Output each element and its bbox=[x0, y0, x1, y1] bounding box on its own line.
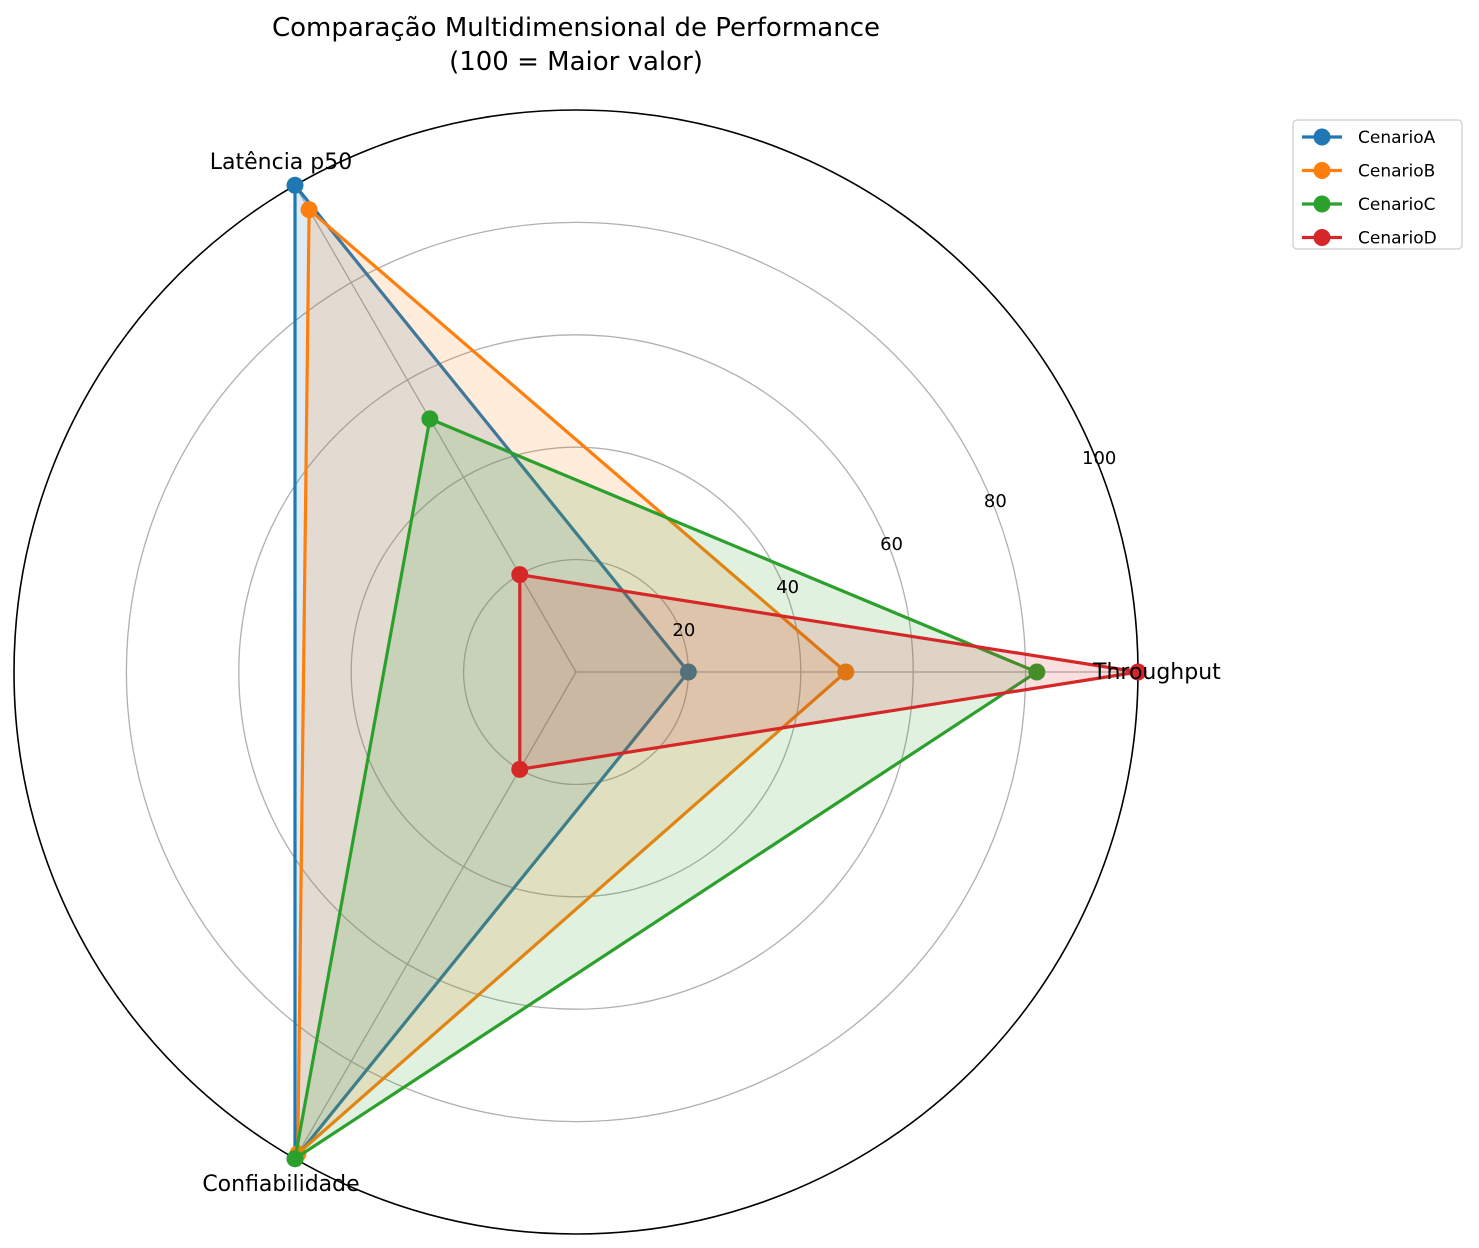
point-CenarioD-3 bbox=[511, 760, 529, 778]
axis-label-2: Latência p50 bbox=[210, 150, 352, 175]
point-CenarioB-1 bbox=[837, 663, 855, 681]
legend-label-CenarioD: CenarioD bbox=[1358, 229, 1437, 249]
point-CenarioD-1 bbox=[1129, 663, 1147, 681]
legend-label-CenarioC: CenarioC bbox=[1358, 195, 1436, 215]
series-line-CenarioD bbox=[518, 573, 1140, 771]
point-CenarioC-3 bbox=[286, 1150, 304, 1168]
point-CenarioA-2 bbox=[286, 176, 304, 194]
legend-marker-CenarioB bbox=[1313, 162, 1331, 179]
series-layer bbox=[286, 176, 1147, 1168]
radial-grid bbox=[13, 109, 1139, 1235]
legend-label-CenarioB: CenarioB bbox=[1358, 162, 1435, 182]
legend-marker-CenarioA bbox=[1313, 128, 1331, 146]
r-tick-label-60: 60 bbox=[880, 534, 903, 555]
series-line-CenarioC bbox=[293, 417, 1039, 1161]
series-line-CenarioA bbox=[293, 183, 691, 1161]
series-line-CenarioB bbox=[296, 208, 848, 1156]
r-tick-label-80: 80 bbox=[984, 491, 1007, 512]
r-tick-label-20: 20 bbox=[672, 620, 695, 641]
series-fill-CenarioD bbox=[519, 574, 1138, 770]
chart-title: Comparação Multidimensional de Performan… bbox=[272, 13, 880, 43]
point-CenarioB-2 bbox=[300, 201, 318, 219]
label-layer: 20 40 60 80 100 Throughput Latência p50 Confiab… bbox=[202, 150, 1221, 1197]
legend-marker-CenarioD bbox=[1313, 229, 1331, 246]
legend-marker-CenarioC bbox=[1313, 195, 1331, 213]
chart-subtitle: (100 = Maior valor) bbox=[449, 47, 703, 77]
series-fill-CenarioB bbox=[297, 209, 846, 1154]
axis-label-1: Throughput bbox=[1092, 660, 1221, 685]
point-CenarioC-1 bbox=[1028, 663, 1046, 681]
r-tick-label-100: 100 bbox=[1082, 448, 1116, 469]
point-CenarioA-1 bbox=[679, 663, 697, 681]
r-tick-label-40: 40 bbox=[776, 577, 799, 598]
series-fill-CenarioA bbox=[295, 185, 689, 1159]
legend-box bbox=[1292, 119, 1463, 250]
legend: CenarioA CenarioB CenarioC CenarioD bbox=[1292, 119, 1463, 250]
point-CenarioD-2 bbox=[511, 566, 529, 584]
legend-label-CenarioA: CenarioA bbox=[1358, 128, 1436, 148]
spoke-2 bbox=[294, 184, 577, 673]
point-CenarioC-2 bbox=[421, 410, 439, 428]
axis-label-3: Confiabilidade bbox=[202, 1172, 359, 1197]
spoke-3 bbox=[294, 671, 577, 1160]
series-fill-CenarioC bbox=[295, 418, 1037, 1159]
